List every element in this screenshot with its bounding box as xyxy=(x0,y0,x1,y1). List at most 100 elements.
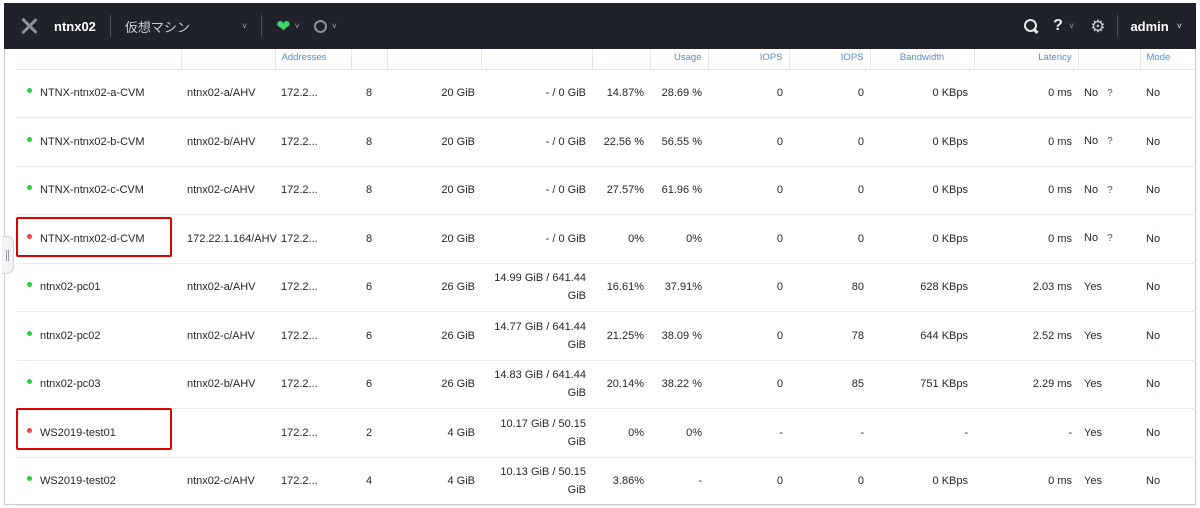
nutanix-logo-icon[interactable] xyxy=(20,17,38,35)
power-status-icon xyxy=(27,427,32,433)
column-header[interactable]: Mode xyxy=(1146,51,1171,63)
memory-cell: 26 GiB xyxy=(441,281,475,294)
collapse-handle[interactable] xyxy=(2,236,14,274)
table-row[interactable]: NTNX-ntnx02-d-CVM 172.22.1.164/AHV 172.2..… xyxy=(16,215,1196,263)
memory-cell: 20 GiB xyxy=(441,232,475,245)
cluster-name[interactable]: ntnx02 xyxy=(54,18,96,34)
vm-name-link[interactable]: ntnx02-pc03 xyxy=(40,378,101,391)
table-row[interactable]: NTNX-ntnx02-b-CVM ntnx02-b/AHV 172.2... 8 20… xyxy=(16,118,1196,167)
mode-cell: No xyxy=(1146,475,1161,488)
help-icon[interactable]: ? xyxy=(1107,87,1113,99)
ring-icon[interactable] xyxy=(313,19,327,33)
column-header[interactable]: IOPS xyxy=(708,49,790,69)
memory-cell: 26 GiB xyxy=(441,378,475,391)
mode-cell: No xyxy=(1146,87,1161,100)
storage-cell: - / 0 GiB xyxy=(545,135,586,148)
main-menu-label[interactable]: 仮想マシン xyxy=(124,19,190,35)
table-row[interactable]: WS2019-test02 ntnx02-c/AHV 172.2... 4 4 GiB 1… xyxy=(16,457,1196,506)
memory-cell: 4 GiB xyxy=(447,426,475,439)
vm-name-link[interactable]: ntnx02-pc01 xyxy=(40,281,101,294)
memory-usage-cell: 61.96 % xyxy=(661,184,702,197)
host-cell: ntnx02-a/AHV xyxy=(187,281,256,294)
help-icon[interactable]: ? xyxy=(1107,233,1113,245)
host-cell: ntnx02-c/AHV xyxy=(187,184,255,197)
highlight-box xyxy=(16,408,172,450)
cpu-usage-cell: 20.14% xyxy=(606,378,644,391)
read-iops-cell: 0 xyxy=(776,281,783,294)
table-row[interactable]: WS2019-test01 172.2... 2 4 GiB 10.17 GiB / 5… xyxy=(16,409,1196,458)
latency-cell: 2.52 ms xyxy=(1032,329,1072,342)
bandwidth-cell: 751 KBps xyxy=(920,378,968,391)
help-icon[interactable]: ? xyxy=(1107,184,1113,196)
vm-name-link[interactable]: NTNX-ntnx02-d-CVM xyxy=(40,232,145,245)
table-row[interactable]: ntnx02-pc03 ntnx02-b/AHV 172.2... 6 26 GiB 14… xyxy=(16,360,1196,409)
power-status-icon xyxy=(27,185,32,191)
gear-icon[interactable]: ⚙ xyxy=(1090,16,1106,36)
table-row[interactable]: NTNX-ntnx02-c-CVM ntnx02-c/AHV 172.2... 8 20… xyxy=(16,166,1196,215)
read-iops-cell: 0 xyxy=(776,87,783,100)
help-icon[interactable]: ? xyxy=(1053,17,1063,34)
chevron-down-icon[interactable]: ˅ xyxy=(1068,21,1075,31)
vm-name-cell: ntnx02-pc02 xyxy=(16,312,181,361)
latency-cell: 0 ms xyxy=(1048,135,1072,148)
ip-address-cell: 172.2... xyxy=(281,378,318,391)
cores-cell: 8 xyxy=(365,232,373,245)
column-header[interactable] xyxy=(1078,49,1141,69)
user-menu[interactable]: admin xyxy=(1130,18,1169,34)
heart-pulse-icon[interactable]: ❤ xyxy=(276,16,291,36)
chevron-down-icon[interactable]: ˅ xyxy=(294,21,300,31)
write-iops-cell: 0 xyxy=(857,475,864,488)
cpu-usage-cell: 22.56 % xyxy=(603,135,644,148)
column-header[interactable]: Usage xyxy=(650,49,709,69)
chevron-down-icon[interactable]: ˅ xyxy=(331,21,337,31)
table-row[interactable]: ntnx02-pc02 ntnx02-c/AHV 172.2... 6 26 GiB 14… xyxy=(16,312,1196,361)
mode-cell: No xyxy=(1146,329,1161,342)
column-header[interactable] xyxy=(387,49,482,69)
vm-name-link[interactable]: WS2019-test02 xyxy=(40,475,116,488)
vm-name-link[interactable]: NTNX-ntnx02-b-CVM xyxy=(40,135,145,148)
cpu-usage-cell: 14.87% xyxy=(606,87,644,100)
memory-usage-cell: - xyxy=(698,475,702,488)
vm-name-link[interactable]: NTNX-ntnx02-a-CVM xyxy=(40,87,145,100)
column-header[interactable] xyxy=(481,49,593,69)
write-iops-cell: 0 xyxy=(857,232,864,245)
chevron-down-icon[interactable]: ˅ xyxy=(241,21,248,31)
ip-address-cell: 172.2... xyxy=(281,232,318,245)
search-icon[interactable] xyxy=(1024,18,1039,34)
bandwidth-cell: 0 KBps xyxy=(932,87,968,100)
column-header[interactable]: Latency xyxy=(974,49,1079,69)
chevron-down-icon[interactable]: ˅ xyxy=(1176,21,1182,31)
column-header[interactable]: Bandwidth xyxy=(870,49,975,69)
cpu-usage-cell: 0% xyxy=(628,426,644,439)
flash-mode-cell: Yes xyxy=(1078,263,1140,312)
host-cell: ntnx02-b/AHV xyxy=(187,135,256,148)
vm-name-cell: NTNX-ntnx02-c-CVM xyxy=(16,166,181,215)
flash-mode-cell: Yes xyxy=(1078,360,1140,409)
table-row[interactable]: NTNX-ntnx02-a-CVM ntnx02-a/AHV 172.2... 8 20… xyxy=(16,69,1196,118)
table-row[interactable]: ntnx02-pc01 ntnx02-a/AHV 172.2... 6 26 GiB 14… xyxy=(16,263,1196,312)
memory-cell: 26 GiB xyxy=(441,329,475,342)
flash-mode-value: No xyxy=(1084,86,1099,99)
vm-table: Addresses Usage IOPS IOPS Bandwidth Late… xyxy=(16,49,1196,506)
column-header[interactable] xyxy=(592,49,651,69)
vm-name-link[interactable]: ntnx02-pc02 xyxy=(40,329,101,342)
flash-mode-value: Yes xyxy=(1084,378,1102,391)
column-header[interactable]: Addresses xyxy=(275,49,352,69)
power-status-icon xyxy=(27,330,32,336)
flash-mode-value: Yes xyxy=(1084,329,1102,342)
column-header[interactable] xyxy=(16,49,182,69)
ip-address-cell: 172.2... xyxy=(281,426,318,439)
flash-mode-cell: Yes xyxy=(1078,409,1140,458)
host-cell: ntnx02-c/AHV xyxy=(187,475,255,488)
column-header[interactable] xyxy=(351,49,388,69)
ip-address-cell: 172.2... xyxy=(281,329,318,342)
column-header[interactable]: IOPS xyxy=(789,49,871,69)
help-icon[interactable]: ? xyxy=(1107,136,1113,148)
vm-name-cell: NTNX-ntnx02-b-CVM xyxy=(16,118,181,167)
bandwidth-cell: 644 KBps xyxy=(920,329,968,342)
column-header[interactable] xyxy=(181,49,276,69)
cpu-usage-cell: 16.61% xyxy=(606,281,644,294)
latency-cell: 0 ms xyxy=(1048,184,1072,197)
vm-name-link[interactable]: WS2019-test01 xyxy=(40,426,116,439)
vm-name-link[interactable]: NTNX-ntnx02-c-CVM xyxy=(40,184,144,197)
